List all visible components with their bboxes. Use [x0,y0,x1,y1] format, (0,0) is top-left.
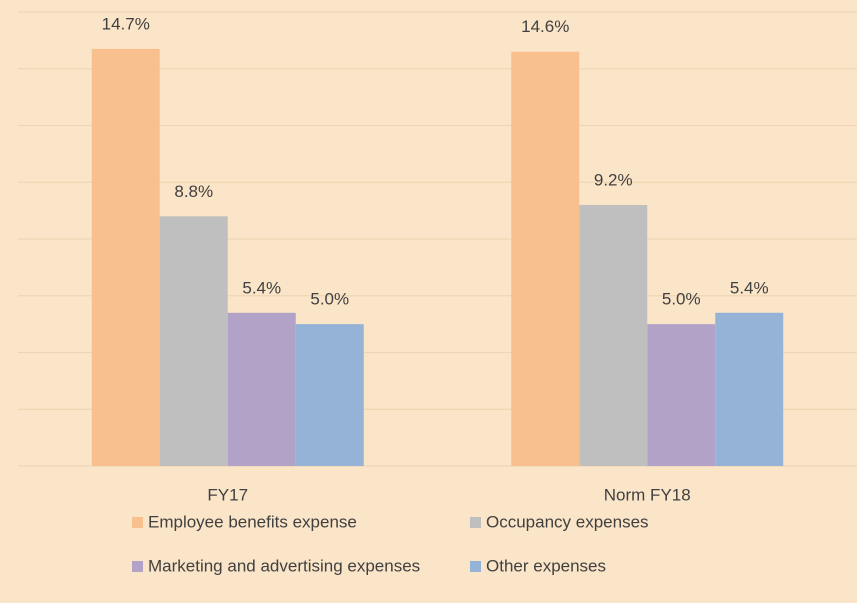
bar [579,204,648,466]
data-label: 14.6% [521,17,569,36]
bar [647,324,716,466]
bar [295,324,364,466]
data-label: 5.0% [310,290,349,309]
data-label: 9.2% [594,170,633,189]
bar [159,216,228,466]
legend-label: Other expenses [486,556,606,575]
legend-label: Employee benefits expense [148,512,357,531]
legend-swatch [132,561,143,572]
legend-label: Occupancy expenses [486,512,649,531]
x-tick-label: Norm FY18 [604,485,691,504]
legend-swatch [470,561,481,572]
x-tick-label: FY17 [207,485,248,504]
data-label: 8.8% [174,182,213,201]
bar [227,312,296,466]
data-label: 5.4% [730,278,769,297]
data-label: 14.7% [102,14,150,33]
legend-label: Marketing and advertising expenses [148,556,420,575]
legend-swatch [470,517,481,528]
bar [91,48,160,466]
data-label: 5.4% [242,278,281,297]
bar [715,312,784,466]
legend-swatch [132,517,143,528]
data-label: 5.0% [662,290,701,309]
bar [511,51,580,466]
